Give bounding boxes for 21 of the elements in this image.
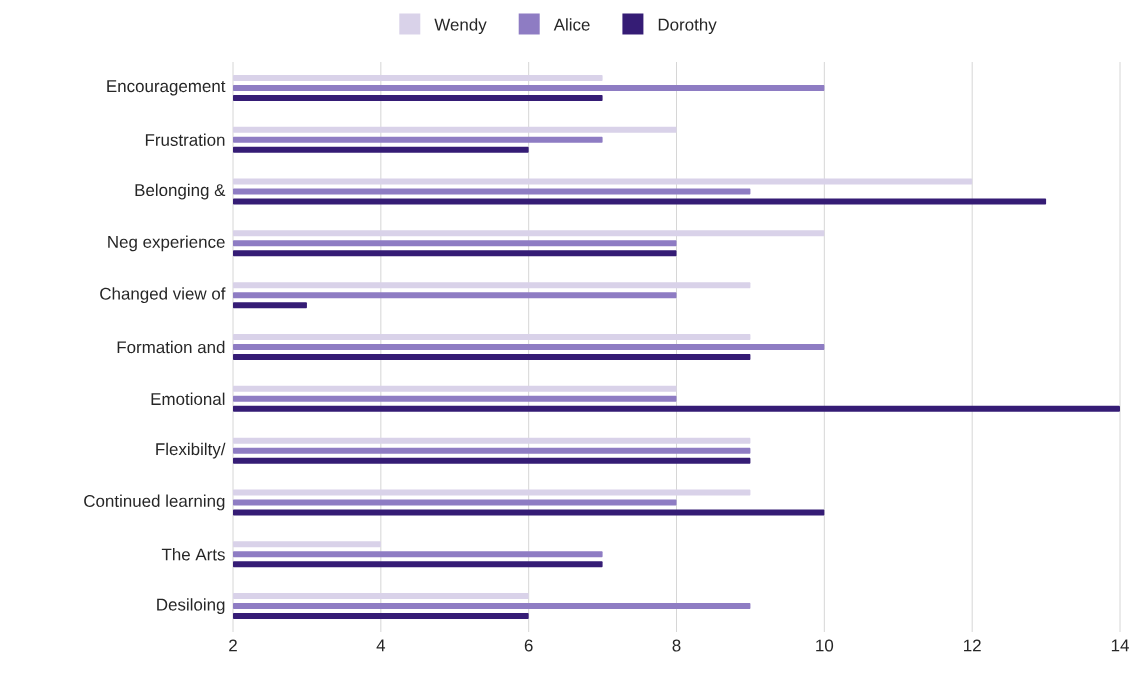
x-tick-label: 14: [1111, 639, 1129, 652]
x-tick-label: 8: [672, 639, 681, 652]
y-tick-label: Encouragement: [107, 80, 226, 96]
y-tick-label: Formation and: [117, 340, 225, 354]
x-tick-label: 6: [524, 639, 533, 652]
y-tick-label: Frustration: [145, 133, 225, 146]
x-tick-label: 12: [964, 639, 981, 652]
y-tick-label: The Arts: [161, 548, 225, 561]
y-tick-label: Emotional: [151, 392, 225, 406]
y-tick-label: Desiloing: [157, 598, 225, 614]
legend-label: Alice: [553, 18, 590, 31]
y-tick-label: Flexibilty/: [156, 442, 226, 459]
y-tick-label: Neg experience: [108, 235, 225, 252]
legend-label: Dorothy: [658, 18, 717, 35]
y-tick-label: Belonging &: [135, 183, 226, 200]
x-tick-label: 2: [229, 639, 237, 652]
y-tick-label: Changed view of: [100, 287, 226, 304]
y-tick-label: Continued learning: [84, 494, 225, 511]
x-tick-label: 10: [816, 639, 834, 652]
legend-label: Wendy: [434, 18, 487, 35]
x-tick-label: 4: [376, 639, 386, 652]
